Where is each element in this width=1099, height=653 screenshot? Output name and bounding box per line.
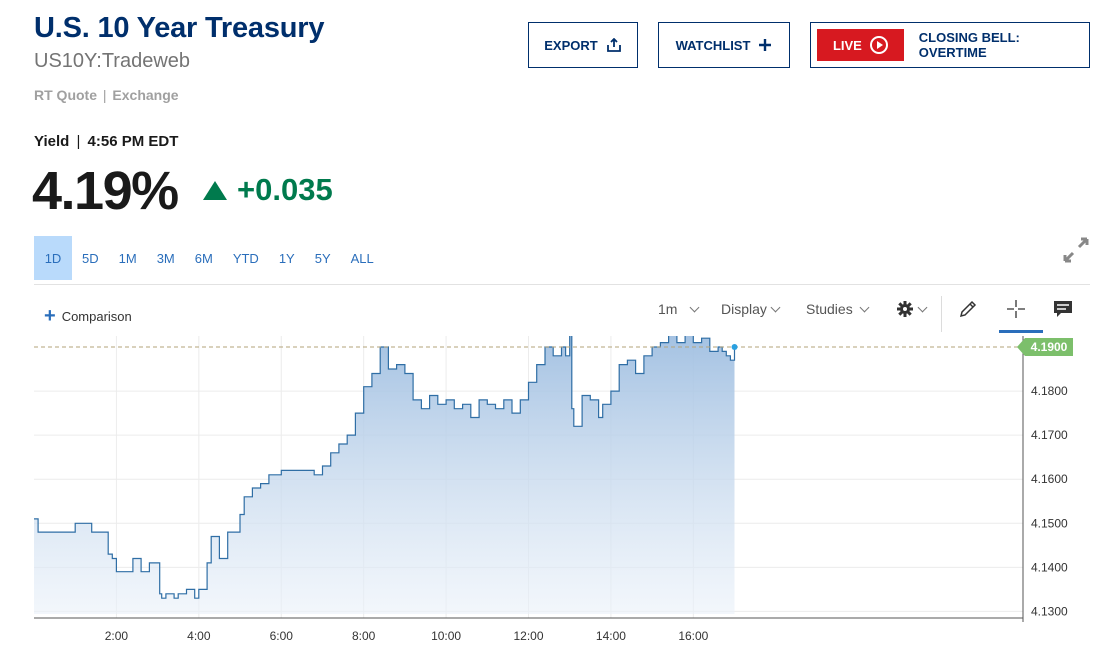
chevron-down-icon <box>859 302 870 312</box>
y-axis: 4.1300 4.1400 4.1500 4.1600 4.1700 4.1800 <box>1031 384 1068 618</box>
live-badge: LIVE <box>817 29 904 61</box>
chevron-down-icon <box>770 302 781 312</box>
draw-tool-button[interactable] <box>958 299 978 319</box>
timestamp-separator: | <box>76 133 81 150</box>
chevron-down-icon <box>917 302 928 312</box>
live-tv-button[interactable]: LIVE CLOSING BELL: OVERTIME <box>810 22 1090 68</box>
y-tick-label: 4.1800 <box>1031 384 1068 398</box>
y-tick-label: 4.1700 <box>1031 428 1068 442</box>
last-price-tag: 4.1900 <box>1017 338 1073 357</box>
page-title: U.S. 10 Year Treasury <box>34 12 325 44</box>
export-button[interactable]: EXPORT <box>528 22 638 68</box>
pencil-icon <box>959 300 977 318</box>
price-change: +0.035 <box>203 172 333 208</box>
interval-dropdown[interactable]: 1m <box>658 301 700 317</box>
quote-source: RT Quote | Exchange <box>34 87 179 103</box>
yield-chart[interactable]: 4.1900 4.13004.14004.15004.16004.17004.1… <box>0 336 1099 653</box>
comparison-button[interactable]: + Comparison <box>44 306 132 326</box>
crosshair-icon <box>1007 300 1025 318</box>
export-label: EXPORT <box>544 37 598 53</box>
plus-icon <box>758 38 772 52</box>
last-price: 4.19% <box>32 161 179 221</box>
y-tick-label: 4.1600 <box>1031 472 1068 486</box>
y-tick-label: 4.1300 <box>1031 604 1068 618</box>
toolbar-separator <box>941 296 942 332</box>
annotation-tool-button[interactable] <box>1053 300 1073 318</box>
share-icon <box>606 38 622 52</box>
studies-label: Studies <box>806 301 853 317</box>
y-tick-label: 4.1500 <box>1031 516 1068 530</box>
comment-icon <box>1054 301 1072 317</box>
quote-separator: | <box>102 87 107 103</box>
studies-dropdown[interactable]: Studies <box>806 301 870 317</box>
x-tick-label: 6:00 <box>270 629 294 643</box>
quote-time: 4:56 PM EDT <box>87 133 179 150</box>
plus-icon: + <box>44 305 56 327</box>
range-tab-3m[interactable]: 3M <box>156 250 175 266</box>
x-tick-label: 8:00 <box>352 629 376 643</box>
interval-label: 1m <box>658 301 678 317</box>
x-tick-label: 14:00 <box>596 629 626 643</box>
gear-icon <box>897 301 913 317</box>
range-tab-1d[interactable]: 1D <box>34 236 72 280</box>
time-range-selector: 1D 5D 1M 3M 6M YTD 1Y 5Y ALL <box>34 236 384 280</box>
yield-area <box>34 336 735 614</box>
quote-timestamp: Yield | 4:56 PM EDT <box>34 133 178 150</box>
x-axis: 2:00 4:00 6:00 8:00 10:00 12:00 14:00 16:00 <box>105 629 709 643</box>
symbol-label: US10Y:Tradeweb <box>34 50 191 72</box>
up-arrow-icon <box>203 180 227 200</box>
range-tab-all[interactable]: ALL <box>350 250 374 266</box>
play-icon <box>869 36 888 54</box>
last-price-tag-label: 4.1900 <box>1031 340 1068 354</box>
watchlist-label: WATCHLIST <box>675 37 751 53</box>
display-dropdown[interactable]: Display <box>721 301 781 317</box>
last-price-tag-bg <box>1017 338 1073 357</box>
yield-line <box>34 336 736 599</box>
last-point <box>731 344 738 351</box>
range-tab-5d[interactable]: 5D <box>82 250 99 266</box>
x-tick-label: 16:00 <box>678 629 708 643</box>
comparison-label: Comparison <box>61 308 132 324</box>
range-tab-5y[interactable]: 5Y <box>314 250 331 266</box>
crosshair-tool-button[interactable] <box>1006 299 1026 319</box>
x-tick-label: 12:00 <box>513 629 543 643</box>
x-tick-label: 2:00 <box>105 629 129 643</box>
range-tab-1y[interactable]: 1Y <box>278 250 295 266</box>
live-label: LIVE <box>832 37 862 53</box>
yield-label: Yield <box>34 133 70 150</box>
chevron-down-icon <box>690 302 700 312</box>
x-tick-label: 4:00 <box>187 629 211 643</box>
expand-icon[interactable] <box>1062 236 1090 264</box>
range-tab-ytd[interactable]: YTD <box>232 250 259 266</box>
range-tab-1m[interactable]: 1M <box>118 250 137 266</box>
y-tick-label: 4.1400 <box>1031 560 1068 574</box>
x-tick-label: 10:00 <box>431 629 461 643</box>
quote-exchange: Exchange <box>112 87 179 103</box>
header-divider <box>34 284 1090 285</box>
settings-dropdown[interactable] <box>896 300 928 318</box>
range-tab-6m[interactable]: 6M <box>194 250 213 266</box>
price-change-value: +0.035 <box>237 172 333 207</box>
quote-type: RT Quote <box>34 87 97 103</box>
display-label: Display <box>721 301 767 317</box>
live-show-label: CLOSING BELL: OVERTIME <box>918 30 1020 60</box>
watchlist-button[interactable]: WATCHLIST <box>658 22 790 68</box>
active-tool-indicator <box>999 330 1043 333</box>
